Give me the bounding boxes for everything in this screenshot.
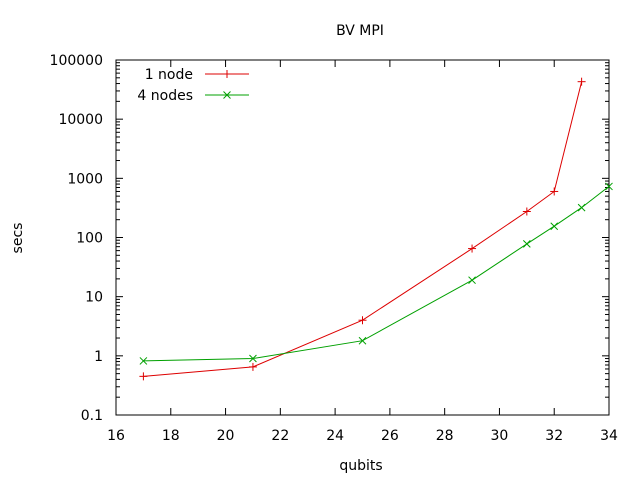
x-tick-label: 30: [491, 428, 509, 444]
series-1-point: [358, 316, 367, 325]
legend-label: 1 node: [145, 67, 193, 83]
x-tick-label: 34: [600, 428, 618, 444]
y-axis-label: secs: [10, 223, 26, 254]
x-axis-ticks: 16 18 20 22 24 26 28 30 32 34: [107, 60, 618, 444]
y-tick-label: 1: [94, 349, 103, 365]
legend: 1 node 4 nodes: [137, 67, 249, 104]
series-layer: [139, 77, 613, 381]
x-tick-label: 32: [545, 428, 563, 444]
x-tick-label: 26: [381, 428, 399, 444]
x-tick-label: 24: [326, 428, 344, 444]
series-line-1: [143, 81, 583, 377]
y-tick-label: 10000: [58, 112, 103, 128]
y-tick-label: 100: [76, 231, 103, 247]
legend-label: 4 nodes: [137, 88, 193, 104]
x-tick-label: 18: [162, 428, 180, 444]
series-1-point: [139, 372, 148, 381]
x-tick-label: 28: [436, 428, 454, 444]
series-2-point: [468, 276, 476, 285]
x-tick-label: 16: [107, 428, 125, 444]
series-1-point: [577, 77, 586, 86]
x-axis-label: qubits: [339, 458, 382, 474]
chart-title: BV MPI: [336, 23, 384, 39]
series-2-point: [550, 222, 559, 231]
plot-frame: [115, 59, 610, 416]
series-1-point: [550, 187, 559, 196]
y-tick-label: 10: [85, 290, 103, 306]
series-1-point: [522, 207, 531, 216]
series-2-point: [522, 240, 531, 248]
y-tick-label: 1000: [67, 171, 103, 187]
series-2-point: [249, 354, 257, 363]
y-tick-label: 0.1: [81, 408, 103, 424]
legend-marker: [223, 70, 231, 78]
series-1-point: [468, 244, 477, 253]
y-axis-ticks: 0.1 1 10 100 1000 10000 100000: [50, 53, 609, 424]
y-tick-label: 100000: [50, 53, 103, 69]
legend-marker: [223, 91, 231, 99]
x-tick-label: 22: [271, 428, 289, 444]
x-tick-label: 20: [217, 428, 235, 444]
series-line-2: [143, 186, 610, 362]
series-2-point: [577, 203, 586, 212]
series-1-point: [248, 362, 257, 371]
series-2-point: [139, 357, 148, 365]
series-2-point: [358, 336, 367, 345]
series-2-point: [605, 182, 613, 191]
